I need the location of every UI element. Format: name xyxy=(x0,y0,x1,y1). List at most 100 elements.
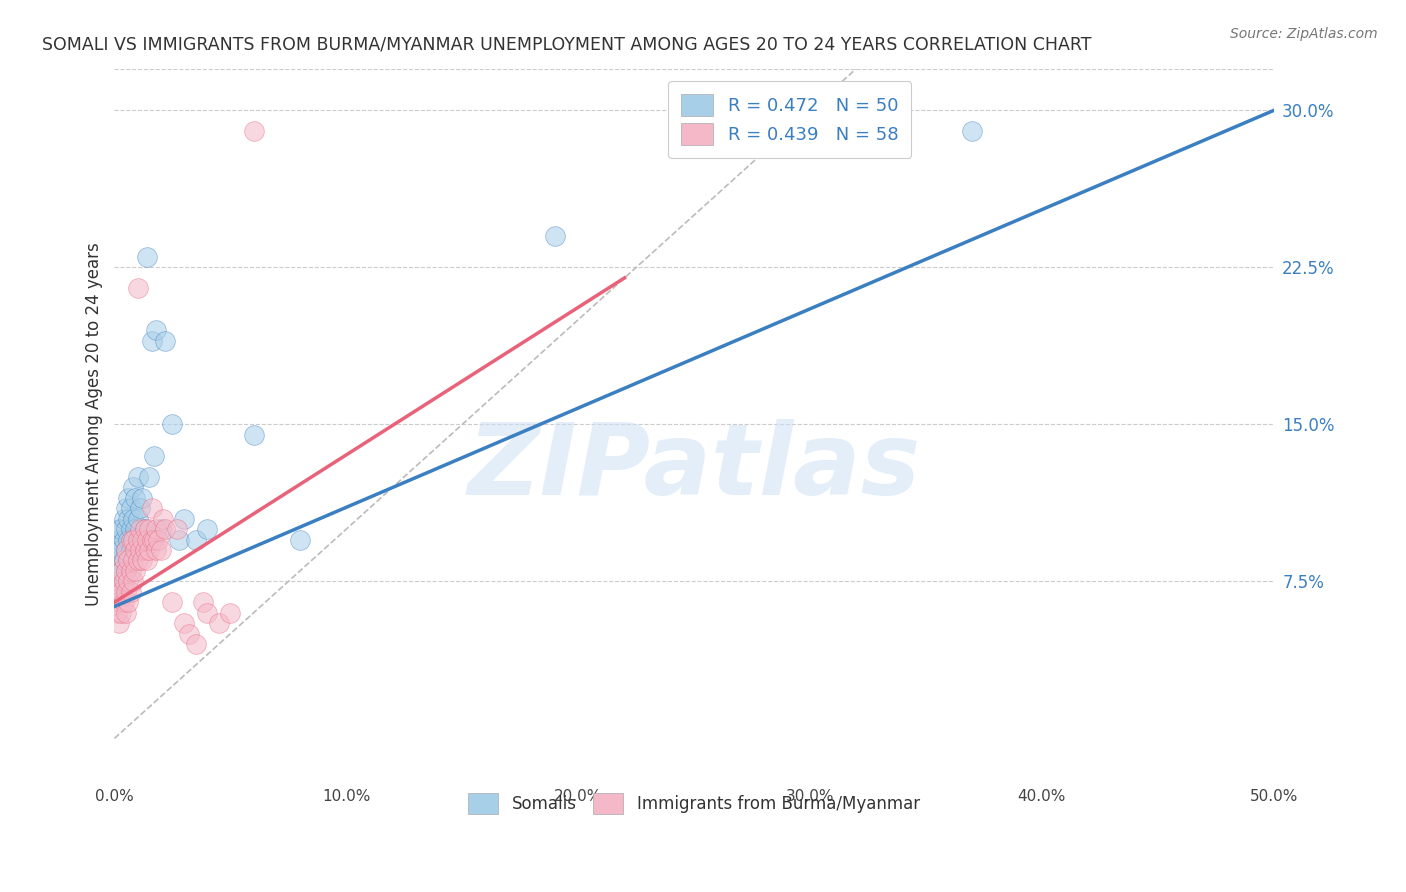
Point xyxy=(105,543,128,558)
Point xyxy=(135,250,157,264)
Point xyxy=(108,574,131,589)
Point xyxy=(124,522,146,536)
Point xyxy=(120,564,142,578)
Point xyxy=(105,606,128,620)
Point xyxy=(141,533,163,547)
Text: SOMALI VS IMMIGRANTS FROM BURMA/MYANMAR UNEMPLOYMENT AMONG AGES 20 TO 24 YEARS C: SOMALI VS IMMIGRANTS FROM BURMA/MYANMAR … xyxy=(42,36,1091,54)
Point xyxy=(108,595,131,609)
Point xyxy=(127,553,149,567)
Point xyxy=(544,229,567,244)
Point xyxy=(122,533,145,547)
Point xyxy=(117,595,139,609)
Point xyxy=(115,522,138,536)
Point xyxy=(184,533,207,547)
Point xyxy=(117,533,139,547)
Point xyxy=(122,553,145,567)
Point xyxy=(134,543,156,558)
Point xyxy=(112,595,135,609)
Point xyxy=(124,564,146,578)
Point xyxy=(962,124,984,138)
Text: Source: ZipAtlas.com: Source: ZipAtlas.com xyxy=(1230,27,1378,41)
Point xyxy=(110,606,132,620)
Y-axis label: Unemployment Among Ages 20 to 24 years: Unemployment Among Ages 20 to 24 years xyxy=(86,243,103,607)
Point xyxy=(127,533,149,547)
Point xyxy=(131,533,153,547)
Point xyxy=(134,522,156,536)
Point xyxy=(112,553,135,567)
Point xyxy=(127,281,149,295)
Point xyxy=(108,533,131,547)
Point xyxy=(110,564,132,578)
Point xyxy=(138,543,160,558)
Point xyxy=(173,511,195,525)
Point xyxy=(117,574,139,589)
Point xyxy=(177,626,200,640)
Point xyxy=(110,564,132,578)
Point xyxy=(122,574,145,589)
Point xyxy=(110,522,132,536)
Point xyxy=(129,501,152,516)
Point xyxy=(138,522,160,536)
Point xyxy=(110,543,132,558)
Point xyxy=(141,334,163,348)
Point xyxy=(124,491,146,505)
Point xyxy=(105,585,128,599)
Point xyxy=(135,533,157,547)
Point xyxy=(122,533,145,547)
Point xyxy=(155,522,177,536)
Point xyxy=(117,553,139,567)
Point xyxy=(184,637,207,651)
Point xyxy=(166,522,188,536)
Point xyxy=(288,533,311,547)
Point xyxy=(195,522,218,536)
Point xyxy=(110,585,132,599)
Point xyxy=(115,543,138,558)
Point xyxy=(110,585,132,599)
Point xyxy=(242,428,264,442)
Point xyxy=(120,522,142,536)
Point xyxy=(117,553,139,567)
Point xyxy=(115,585,138,599)
Point xyxy=(112,553,135,567)
Point xyxy=(122,480,145,494)
Point xyxy=(145,323,167,337)
Point xyxy=(142,449,165,463)
Point xyxy=(162,417,184,432)
Point xyxy=(115,564,138,578)
Point xyxy=(141,501,163,516)
Point xyxy=(105,564,128,578)
Point xyxy=(131,553,153,567)
Point xyxy=(173,616,195,631)
Point xyxy=(108,553,131,567)
Point xyxy=(145,522,167,536)
Point xyxy=(148,533,170,547)
Point xyxy=(129,543,152,558)
Point xyxy=(112,574,135,589)
Point xyxy=(120,543,142,558)
Point xyxy=(155,334,177,348)
Point xyxy=(120,585,142,599)
Point xyxy=(120,501,142,516)
Point xyxy=(142,533,165,547)
Point xyxy=(145,543,167,558)
Point xyxy=(112,574,135,589)
Point xyxy=(208,616,231,631)
Point xyxy=(169,533,191,547)
Point xyxy=(219,606,242,620)
Point xyxy=(115,543,138,558)
Point xyxy=(127,511,149,525)
Point xyxy=(195,606,218,620)
Point xyxy=(120,533,142,547)
Point xyxy=(152,511,174,525)
Point xyxy=(115,564,138,578)
Legend: Somalis, Immigrants from Burma/Myanmar: Somalis, Immigrants from Burma/Myanmar xyxy=(457,781,932,825)
Point xyxy=(108,616,131,631)
Point xyxy=(135,553,157,567)
Point xyxy=(134,522,156,536)
Point xyxy=(112,511,135,525)
Point xyxy=(131,491,153,505)
Point xyxy=(138,469,160,483)
Point xyxy=(242,124,264,138)
Point xyxy=(108,522,131,536)
Point xyxy=(191,595,214,609)
